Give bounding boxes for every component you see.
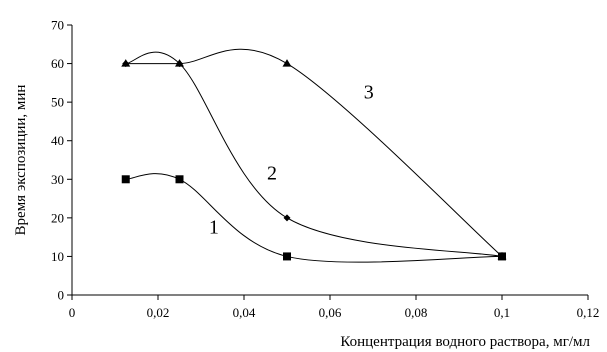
series-1-point (175, 175, 184, 184)
x-tick-label: 0,12 (577, 305, 600, 320)
series-3 (121, 48, 507, 260)
series-2-line (125, 51, 503, 257)
series-3-line (125, 48, 503, 257)
series-2 (122, 51, 506, 260)
x-axis-label: Концентрация водного раствора, мг/мл (340, 334, 590, 350)
series-3-point (282, 59, 292, 67)
y-tick-label: 30 (51, 172, 64, 187)
axes: 0 10 20 30 40 50 60 70 0 0,02 0,04 0,06 0,08 0,1 0,12 (51, 18, 599, 321)
y-tick-label: 50 (51, 95, 64, 110)
series-3-point (175, 59, 184, 67)
y-tick-label: 60 (51, 56, 64, 71)
x-tick-label: 0,1 (494, 305, 510, 320)
series-1 (121, 173, 506, 263)
x-tick-label: 0,06 (319, 305, 342, 320)
y-axis-label: Время экспозиции, мин (13, 85, 29, 236)
series-1-line (125, 173, 503, 263)
series-3-point (497, 251, 507, 260)
y-tick-label: 40 (51, 133, 64, 148)
curve-label-1: 1 (209, 216, 219, 238)
series-3-point (121, 59, 131, 67)
x-tick-label: 0,02 (147, 305, 170, 320)
x-tick-label: 0,08 (405, 305, 428, 320)
series-2-point (283, 214, 291, 222)
y-tick-label: 20 (51, 210, 64, 225)
curve-label-3: 3 (364, 81, 374, 103)
y-tick-label: 0 (58, 288, 65, 303)
x-tick-label: 0 (69, 305, 76, 320)
y-tick-label: 70 (51, 18, 64, 33)
series-1-point (121, 175, 130, 184)
annotations: 1 2 3 (209, 81, 374, 238)
y-tick-label: 10 (51, 249, 64, 264)
series-1-point (283, 252, 291, 261)
x-tick-label: 0,04 (233, 305, 256, 320)
curve-label-2: 2 (267, 162, 277, 184)
series-group (121, 48, 507, 263)
